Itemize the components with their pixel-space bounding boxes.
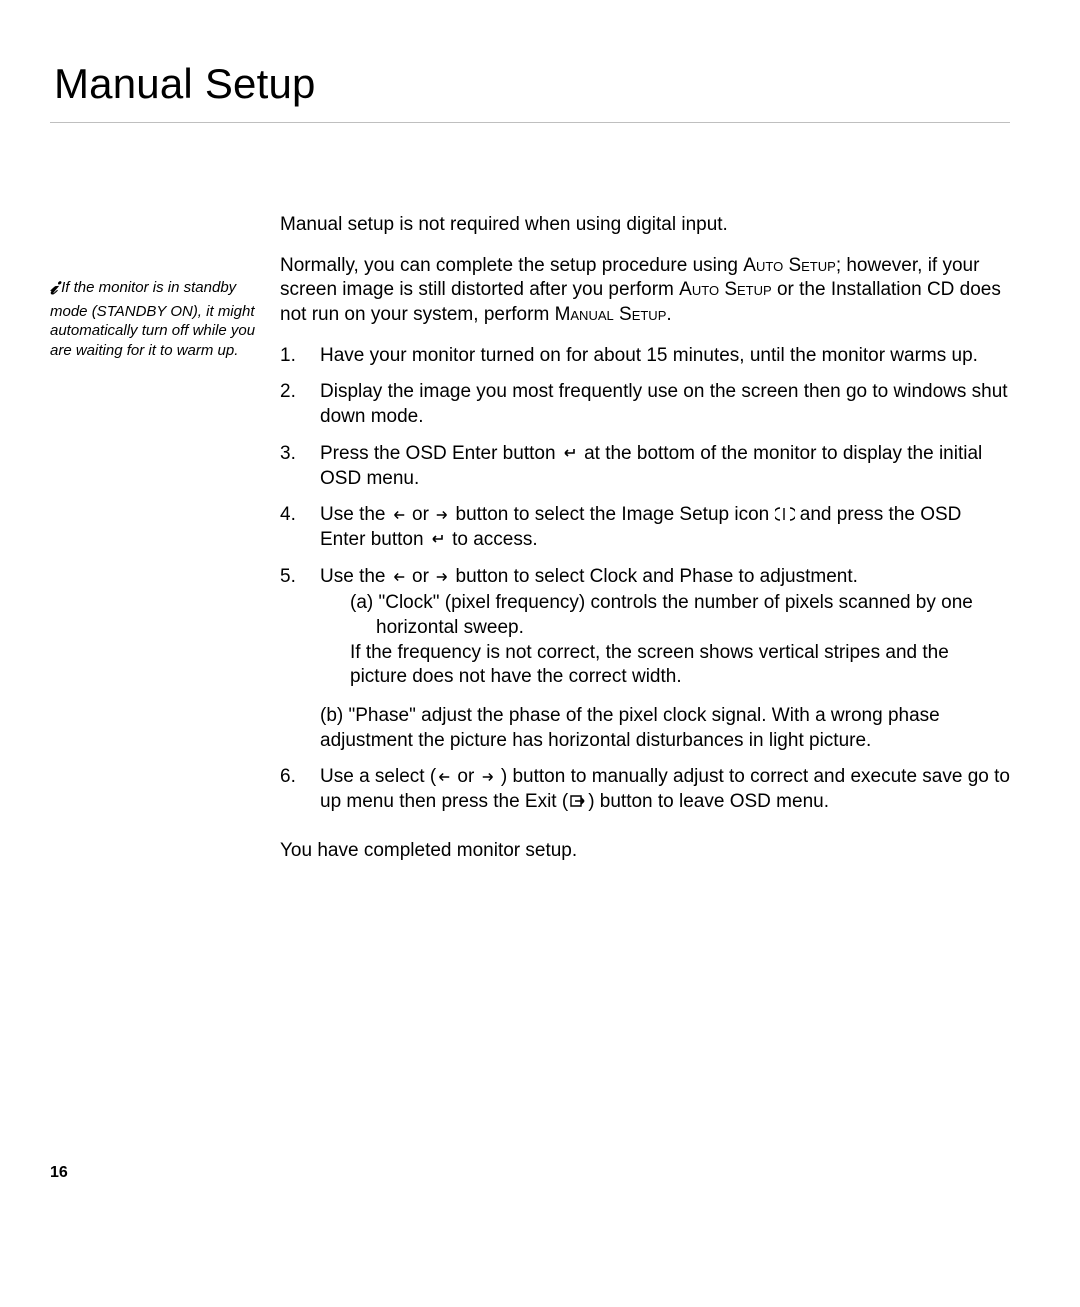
standby-note: 𝒾If the monitor is in standby mode (STAN… (50, 273, 270, 360)
step-5-sub-a1: (a) "Clock" (pixel frequency) controls t… (320, 591, 1010, 640)
step-6-d: ) button to leave OSD menu. (588, 791, 829, 812)
step-5-sub-b: (b) "Phase" adjust the phase of the pixe… (320, 704, 1010, 753)
step-5-b: or (407, 566, 434, 587)
document-page: Manual Setup 𝒾If the monitor is in stand… (0, 0, 1080, 1307)
step-6-text: Use a select ( or ) button to manually a… (320, 765, 1010, 814)
step-4-e: to access. (452, 529, 538, 550)
intro-p2-d: . (666, 304, 671, 325)
page-title: Manual Setup (54, 60, 1010, 108)
right-arrow-icon (434, 570, 450, 584)
main-content: Manual setup is not required when using … (280, 213, 1010, 879)
intro-p1: Manual setup is not required when using … (280, 213, 1010, 238)
enter-icon (561, 445, 579, 461)
step-4-text: Use the or button to select the Image Se… (320, 503, 1010, 552)
step-2: 2. Display the image you most frequently… (280, 380, 1010, 429)
right-arrow-icon (434, 508, 450, 522)
step-3-text: Press the OSD Enter button at the bottom… (320, 442, 1010, 491)
step-4: 4. Use the or button to select the Image… (280, 503, 1010, 552)
step-1: 1. Have your monitor turned on for about… (280, 344, 1010, 369)
step-2-text: Display the image you most frequently us… (320, 380, 1010, 429)
step-4-a: Use the (320, 504, 391, 525)
step-5-c: button to select Clock and Phase to adju… (450, 566, 858, 587)
step-3-a: Press the OSD Enter button (320, 443, 561, 464)
step-2-num: 2. (280, 380, 320, 429)
step-5: 5. Use the or button to select Clock and… (280, 565, 1010, 754)
title-rule (50, 122, 1010, 123)
step-1-text: Have your monitor turned on for about 15… (320, 344, 1010, 369)
step-6: 6. Use a select ( or ) button to manuall… (280, 765, 1010, 814)
page-number: 16 (50, 1164, 68, 1182)
sidebar: 𝒾If the monitor is in standby mode (STAN… (50, 273, 280, 360)
left-arrow-icon (436, 770, 452, 784)
info-icon: 𝒾 (50, 273, 57, 302)
sc-auto-setup-2: Auto Setup (679, 279, 772, 300)
step-1-num: 1. (280, 344, 320, 369)
step-5-text: Use the or button to select Clock and Ph… (320, 565, 1010, 754)
content-columns: 𝒾If the monitor is in standby mode (STAN… (50, 213, 1010, 879)
exit-icon (568, 793, 588, 809)
step-6-b: or (452, 766, 479, 787)
sc-auto-setup-1: Auto Setup (743, 255, 836, 276)
step-3: 3. Press the OSD Enter button at the bot… (280, 442, 1010, 491)
step-6-num: 6. (280, 765, 320, 814)
step-5-sub-a2: If the frequency is not correct, the scr… (320, 641, 1010, 690)
closing-text: You have completed monitor setup. (280, 839, 1010, 864)
image-setup-icon (775, 506, 795, 522)
step-6-a: Use a select ( (320, 766, 436, 787)
enter-icon (429, 531, 447, 547)
intro-p2: Normally, you can complete the setup pro… (280, 254, 1010, 328)
step-3-num: 3. (280, 442, 320, 491)
step-4-num: 4. (280, 503, 320, 552)
left-arrow-icon (391, 570, 407, 584)
steps-list: 1. Have your monitor turned on for about… (280, 344, 1010, 815)
sc-manual-setup: Manual Setup (555, 304, 667, 325)
intro-p2-a: Normally, you can complete the setup pro… (280, 255, 743, 276)
step-4-b: or (412, 504, 434, 525)
standby-note-text: If the monitor is in standby mode (STAND… (50, 279, 255, 359)
right-arrow-icon (480, 770, 496, 784)
step-5-sub-a: (a) "Clock" (pixel frequency) controls t… (320, 591, 1010, 690)
left-arrow-icon (391, 508, 407, 522)
step-5-num: 5. (280, 565, 320, 754)
step-5-a: Use the (320, 566, 391, 587)
step-4-c: button to select the Image Setup icon (456, 504, 775, 525)
